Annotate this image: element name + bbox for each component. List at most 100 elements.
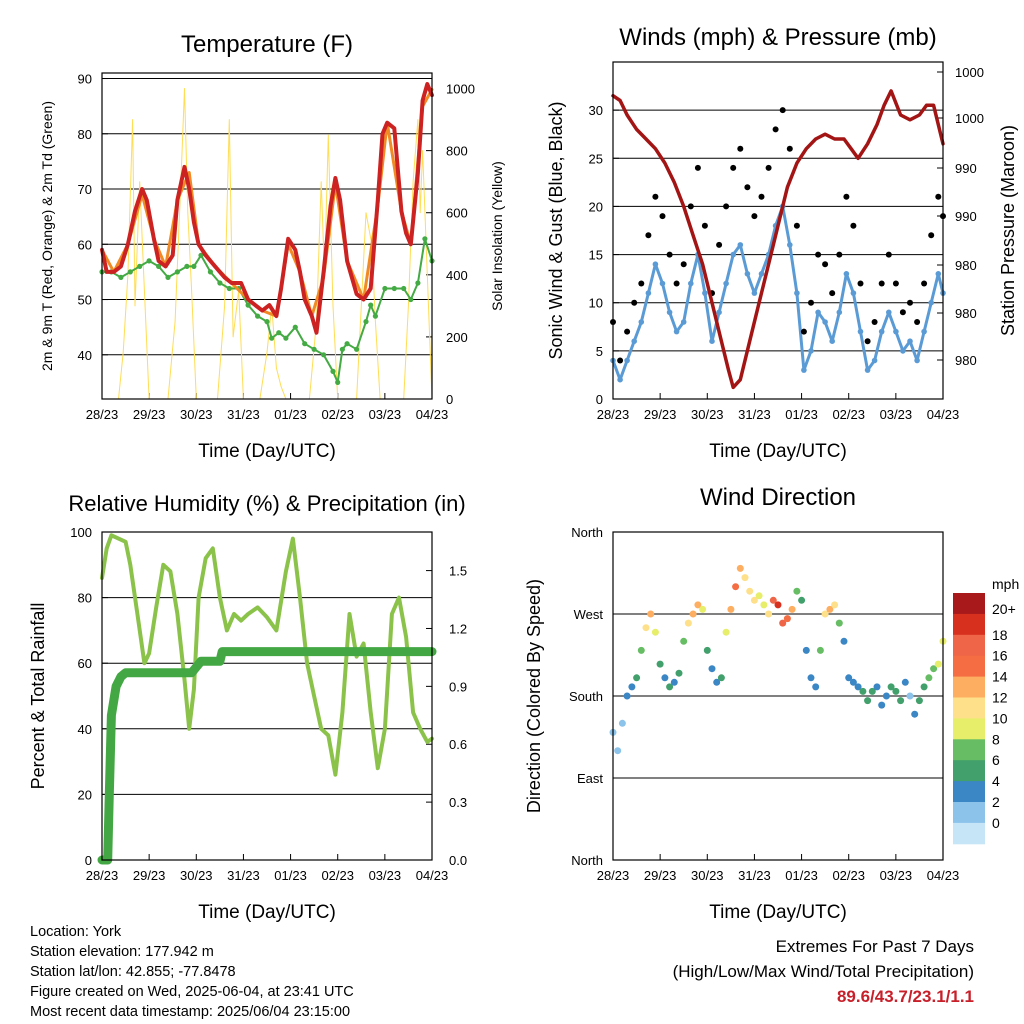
direction-point (821, 610, 829, 618)
gust-point (638, 280, 645, 287)
wind-point (709, 338, 715, 345)
dewpoint-point (264, 319, 270, 325)
wind-point (652, 261, 659, 268)
direction-point (925, 674, 933, 682)
colorbar-swatch (953, 822, 985, 845)
gust-point (793, 222, 800, 229)
wind-point (659, 280, 666, 287)
dewpoint-point (269, 335, 275, 341)
gust-point (694, 164, 701, 171)
gust-point (624, 328, 631, 335)
dewpoint-point (245, 302, 251, 308)
wind-point (680, 319, 687, 325)
wind-markers (610, 203, 946, 383)
x-axis-label: Time (Day/UTC) (198, 441, 336, 462)
x-tick-label: 29/23 (133, 868, 166, 883)
colorbar-swatch (953, 739, 985, 761)
panel-3: Relative Humidity (%) & Precipitation (i… (28, 491, 467, 923)
y2-tick-label: 980 (955, 258, 977, 273)
dewpoint-point (321, 352, 327, 358)
x-tick-label: 01/23 (785, 868, 818, 883)
precip-line (97, 647, 437, 865)
y-tick-label: 60 (78, 656, 92, 671)
wind-point (871, 357, 878, 364)
wind-point (836, 309, 843, 316)
direction-point (722, 628, 730, 636)
wind-point (864, 367, 871, 373)
x-tick-label: 30/23 (691, 868, 724, 883)
x-tick-label: 04/23 (927, 868, 960, 883)
y2-tick-label: 1000 (446, 82, 475, 97)
dewpoint-point (255, 313, 261, 319)
gust-point (779, 107, 786, 114)
dewpoint-point (118, 274, 124, 280)
dewpoint-point (354, 346, 360, 352)
plot-frame (612, 61, 944, 400)
gust-point (815, 251, 822, 258)
extremes-subtitle: (High/Low/Max Wind/Total Precipitation) (672, 962, 974, 981)
gust-point (652, 193, 659, 200)
wind-point (638, 319, 645, 325)
dewpoint-point (276, 330, 282, 336)
y-tick-label: 90 (78, 72, 92, 87)
y-tick-label: 30 (589, 103, 603, 118)
dewpoint-point (372, 313, 378, 319)
gust-point (723, 203, 730, 210)
direction-point (812, 683, 820, 691)
wind-point (673, 328, 680, 335)
direction-point (868, 687, 876, 695)
gust-point (914, 319, 921, 325)
wind-point (751, 290, 758, 296)
dewpoint-point (391, 285, 397, 292)
direction-point (835, 619, 843, 627)
x-tick-label: 30/23 (691, 407, 724, 422)
direction-point (859, 687, 867, 695)
direction-point (680, 637, 688, 645)
gust-point (687, 203, 694, 210)
direction-point (647, 610, 655, 618)
x-tick-label: 30/23 (180, 868, 213, 883)
y2-tick-label: 990 (955, 209, 977, 224)
x-tick-label: 03/23 (880, 868, 913, 883)
gust-point (864, 338, 871, 345)
gust-point (836, 251, 843, 258)
plot-frame (101, 72, 433, 400)
direction-point (642, 624, 650, 632)
colorbar-label: 20+ (992, 601, 1016, 617)
direction-point (901, 678, 909, 686)
wind-point (801, 367, 807, 373)
gust-markers (610, 107, 946, 364)
y2-axis-label: Solar Insolation (Yellow) (489, 161, 505, 311)
wind-point (758, 271, 765, 277)
gust-point (772, 126, 779, 133)
direction-point (633, 674, 641, 682)
colorbar-label: 10 (992, 710, 1008, 726)
y-tick-label: East (577, 771, 603, 786)
x-tick-label: 03/23 (880, 407, 913, 422)
dewpoint-markers (99, 236, 435, 385)
x-tick-label: 28/23 (597, 868, 630, 883)
direction-point (816, 646, 824, 654)
gust-point (758, 193, 765, 200)
station-latlon: Station lat/lon: 42.855; -77.8478 (30, 964, 236, 980)
temp-9m-line (100, 88, 434, 318)
gust-point (850, 222, 857, 229)
extremes-title: Extremes For Past 7 Days (775, 937, 974, 956)
gust-point (631, 299, 638, 306)
direction-point (873, 683, 881, 691)
wind-point (857, 328, 864, 335)
y-tick-label: 40 (78, 348, 92, 363)
y-tick-label: 100 (70, 525, 92, 540)
direction-point (930, 665, 938, 673)
gust-point (716, 241, 723, 248)
x-tick-label: 04/23 (927, 407, 960, 422)
y2-tick-label: 0.3 (449, 795, 467, 810)
direction-point (769, 596, 777, 604)
gust-point (885, 251, 892, 258)
direction-point (727, 605, 735, 613)
dewpoint-point (401, 285, 407, 292)
wind-point (900, 348, 906, 354)
y2-tick-label: 200 (446, 330, 468, 345)
dewpoint-point (422, 236, 428, 242)
